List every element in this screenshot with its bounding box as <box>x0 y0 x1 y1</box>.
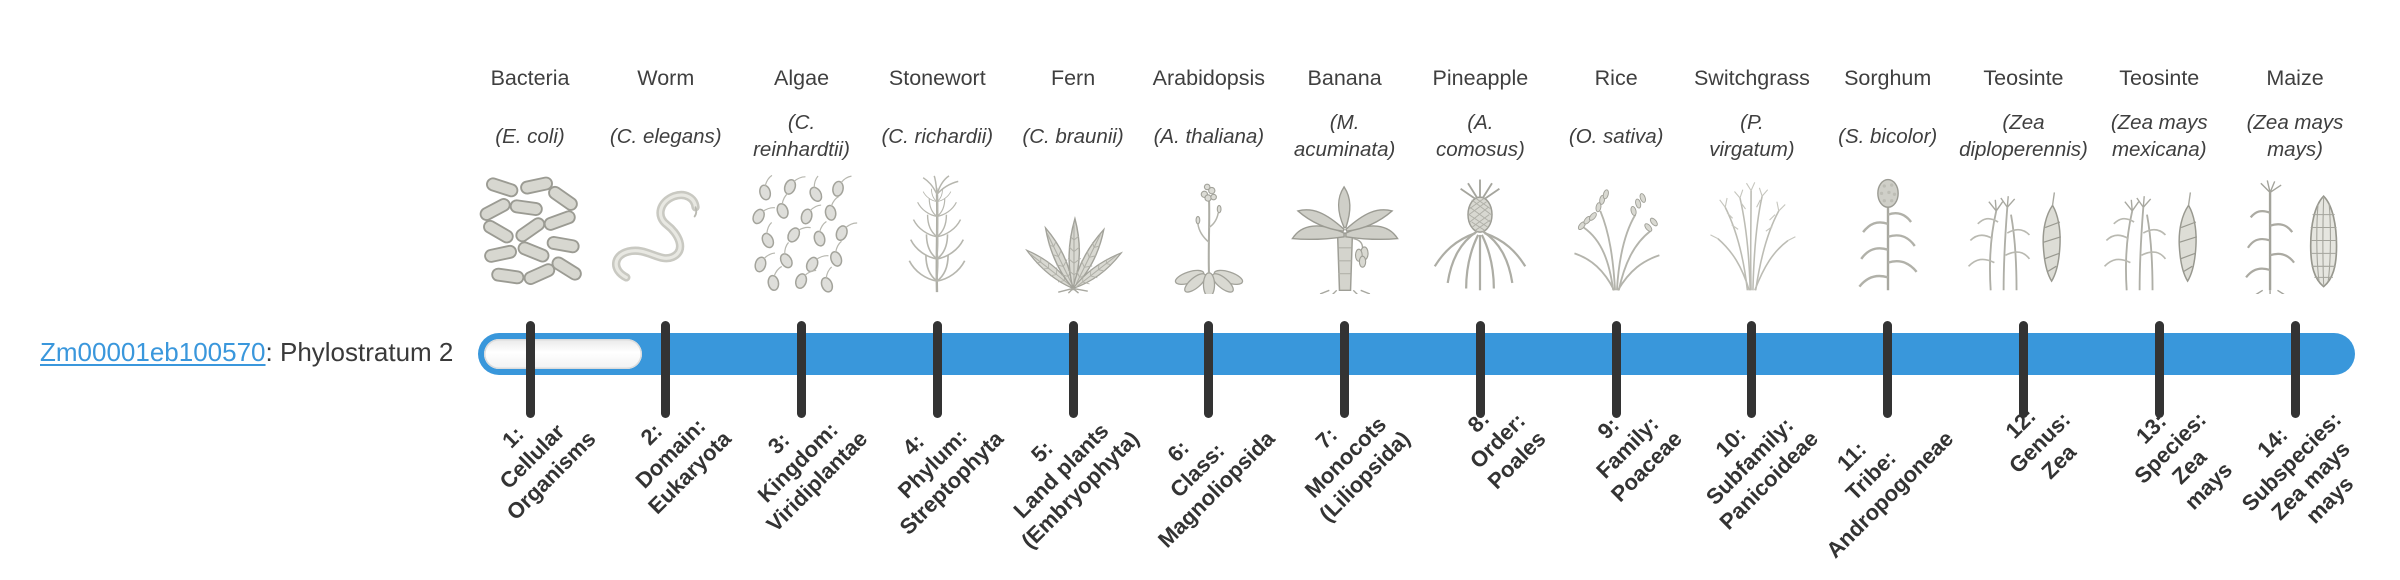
stonewort-icon <box>862 170 1012 294</box>
organism-column: Maize (Zea mays mays) <box>2210 64 2380 294</box>
organism-sci-name: (Zea diploperennis) <box>1959 111 2088 161</box>
stratum-label: 13: Species: Zea mays <box>2129 406 2237 515</box>
organism-name: Bacteria <box>490 66 570 90</box>
stratum-label: 8: Order: Poales <box>1463 405 1551 494</box>
organism-name: Banana <box>1307 66 1382 90</box>
organism-column: Sorghum (S. bicolor) <box>1803 64 1973 291</box>
tick-mark <box>1475 321 1485 418</box>
organism-column: Stonewort (C. richardii) <box>852 64 1022 293</box>
tick-mark <box>1883 321 1893 418</box>
algae-icon <box>727 170 877 294</box>
stratum-label: 5: Land plants (Embryophyta) <box>1008 418 1144 554</box>
organism-column: Bacteria (E. coli) <box>445 64 615 285</box>
organism-column: Rice (O. sativa) <box>1531 64 1701 291</box>
gene-label: Zm00001eb100570: Phylostratum 2 <box>40 337 453 368</box>
phylostratum-bar <box>478 333 2355 375</box>
organism-name: Teosinte <box>2119 66 2200 90</box>
tick-mark <box>2018 321 2028 418</box>
stratum-label: 14: Subspecies: Zea mays mays <box>2237 406 2359 529</box>
tick-mark <box>525 321 535 418</box>
organism-column: Fern (C. braunii) <box>988 64 1158 294</box>
organism-name: Fern <box>1050 66 1096 90</box>
arabidopsis-icon <box>1134 170 1284 294</box>
tick-mark <box>1204 321 1214 418</box>
pineapple-icon <box>1405 170 1555 294</box>
organism-column: Teosinte (Zea diploperennis) <box>1938 64 2108 291</box>
stratum-label: 12: Genus: Zea <box>2000 403 2081 484</box>
organism-sci-name: (C. richardii) <box>881 124 994 148</box>
organism-name: Algae <box>774 66 830 90</box>
maize-icon <box>2220 170 2370 294</box>
switchgrass-icon <box>1677 170 1827 294</box>
organism-name: Worm <box>637 66 695 90</box>
organism-name: Pineapple <box>1432 66 1529 90</box>
organism-sci-name: (M. acuminata) <box>1293 111 1396 161</box>
organism-name: Rice <box>1594 66 1638 90</box>
organism-column: Banana (M. acuminata) <box>1260 64 1430 294</box>
organism-sci-name: (P. virgatum) <box>1709 111 1795 161</box>
tick-mark <box>1068 321 1078 418</box>
tick-mark <box>2290 321 2300 418</box>
organism-name: Stonewort <box>888 66 986 90</box>
organism-name: Arabidopsis <box>1152 66 1266 90</box>
organism-column: Algae (C. reinhardtii) <box>717 64 887 294</box>
teosinte-icon <box>1948 170 2098 294</box>
organism-column: Switchgrass (P. virgatum) <box>1667 64 1837 291</box>
rice-icon <box>1541 170 1691 294</box>
teosinte-icon <box>2084 170 2234 294</box>
organism-sci-name: (O. sativa) <box>1568 124 1664 148</box>
fern-icon <box>998 170 1148 294</box>
organism-sci-name: (C. braunii) <box>1022 124 1124 148</box>
tick-mark <box>2154 321 2164 418</box>
organism-sci-name: (Zea mays mexicana) <box>2110 111 2208 161</box>
tick-mark <box>661 321 671 418</box>
worm-icon <box>591 170 741 294</box>
organism-name: Switchgrass <box>1693 66 1810 90</box>
organism-name: Maize <box>2266 66 2324 90</box>
organism-column: Pineapple (A. comosus) <box>1395 64 1565 291</box>
organism-sci-name: (A. comosus) <box>1435 111 1525 161</box>
stratum-label: 9: Family: Poaceae <box>1591 411 1687 507</box>
tick-mark <box>797 321 807 418</box>
organism-column: Worm (C. elegans) <box>581 64 751 282</box>
stratum-label: 11: Tribe: Andropogoneae <box>1821 425 1959 563</box>
banana-icon <box>1270 170 1420 294</box>
stratum-label: 6: Class: Magnoliopsida <box>1152 425 1280 553</box>
tick-mark <box>932 321 942 418</box>
organism-name: Sorghum <box>1844 66 1932 90</box>
organism-column: Arabidopsis (A. thaliana) <box>1124 64 1294 294</box>
organism-column: Teosinte (Zea mays mexicana) <box>2074 64 2244 291</box>
organism-sci-name: (C. reinhardtii) <box>753 111 850 161</box>
gene-link[interactable]: Zm00001eb100570 <box>40 337 266 367</box>
organism-name: Teosinte <box>1983 66 2064 90</box>
phylostratum-text: : Phylostratum 2 <box>265 337 454 367</box>
stratum-label: 2: Domain: Eukaryota <box>630 413 737 519</box>
organism-sci-name: (A. thaliana) <box>1153 124 1265 148</box>
tick-mark <box>1340 321 1350 418</box>
bacteria-icon <box>455 170 605 294</box>
sorghum-icon <box>1813 170 1963 294</box>
organism-sci-name: (C. elegans) <box>609 124 722 148</box>
stratum-label: 4: Phylum: Streptophyta <box>892 424 1008 540</box>
tick-mark <box>1611 321 1621 418</box>
organism-sci-name: (S. bicolor) <box>1838 124 1938 148</box>
tick-mark <box>1747 321 1757 418</box>
organism-sci-name: (E. coli) <box>495 124 565 148</box>
bar-unfilled-segment <box>484 339 642 369</box>
organism-sci-name: (Zea mays mays) <box>2246 111 2344 161</box>
